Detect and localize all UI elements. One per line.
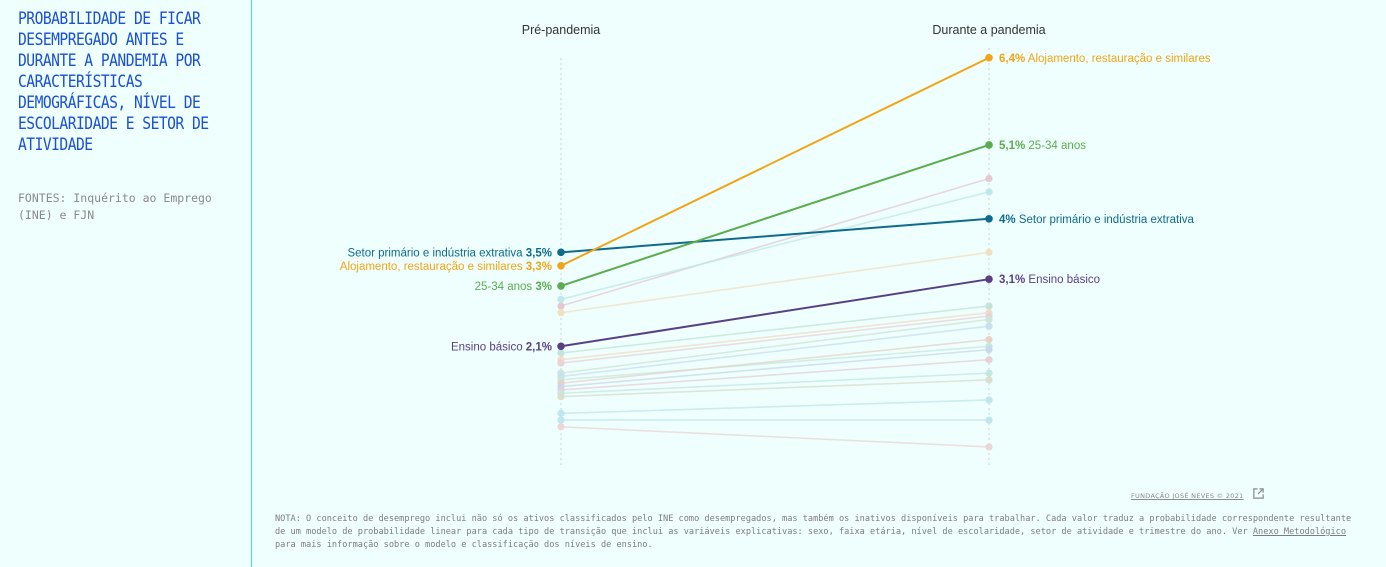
background-line-14 [560,399,990,415]
label-during-setor-primario-e-industria-extrativa: 4% Setor primário e indústria extrativa [999,214,1195,226]
point-pre-alojamento-restauracao-e-similares [557,261,565,270]
column-header-pre: Pré-pandemia [522,23,601,37]
column-guides [560,48,990,468]
background-point-during-2 [985,248,993,256]
background-point-during-7 [985,322,993,330]
series-line-25-34-anos [560,144,990,287]
background-point-during-11 [985,356,993,364]
background-point-pre-1 [557,295,565,303]
background-point-pre-2 [557,309,565,317]
point-pre-ensino-basico [557,342,565,351]
background-point-during-9 [985,335,993,344]
background-point-during-3 [985,302,993,310]
background-point-during-0 [985,174,993,183]
label-pre-alojamento-restauracao-e-similares: Alojamento, restauração e similares 3,3% [340,261,552,273]
background-line-0 [560,177,990,307]
background-line-12 [560,372,990,395]
background-point-pre-5 [557,359,565,367]
series-line-alojamento-restauracao-e-similares [560,56,990,267]
background-point-pre-15 [557,416,565,424]
point-during-ensino-basico [985,275,993,283]
background-line-5 [560,315,990,364]
series-line-setor-primario-e-industria-extrativa [560,217,990,254]
background-line-3 [560,305,990,354]
background-point-pre-16 [557,423,565,431]
background-line-13 [560,379,990,398]
background-point-during-1 [985,188,993,196]
label-pre-setor-primario-e-industria-extrativa: Setor primário e indústria extrativa 3,5… [347,247,552,259]
background-point-pre-3 [557,349,565,357]
point-during-setor-primario-e-industria-extrativa [985,214,993,223]
sidebar: PROBABILIDADE DE FICAR DESEMPREGADO ANTE… [0,0,252,567]
background-line-1 [560,191,990,301]
footnote: NOTA: O conceito de desemprego inclui nã… [275,513,1355,552]
column-header-during: Durante a pandemia [932,23,1045,37]
background-point-during-10 [985,346,993,354]
background-point-pre-14 [557,409,565,417]
label-pre-ensino-basico: Ensino básico 2,1% [451,341,552,353]
label-during-25-34-anos: 5,1% 25-34 anos [999,140,1086,152]
point-pre-25-34-anos [557,282,565,290]
background-line-6 [560,318,990,374]
point-pre-setor-primario-e-industria-extrativa [557,248,565,257]
point-during-25-34-anos [985,141,993,149]
footnote-text: NOTA: O conceito de desemprego inclui nã… [275,514,1352,537]
footnote-text-end: para mais informação sobre o modelo e cl… [275,540,653,550]
background-point-during-6 [985,315,993,324]
methodology-link[interactable]: Anexo Metodológico [1252,527,1347,537]
background-point-during-12 [985,369,993,377]
background-line-10 [560,348,990,388]
background-line-7 [560,325,990,378]
point-during-alojamento-restauracao-e-similares [985,53,993,62]
background-line-8 [560,345,990,381]
sources-text: FONTES: Inquérito ao Emprego (INE) e FJN [18,191,212,222]
background-line-2 [560,251,990,314]
highlighted-series: Setor primário e indústria extrativa 3,5… [340,53,1211,354]
background-point-during-16 [985,443,993,451]
credit-link[interactable]: FUNDAÇÃO JOSÉ NEVES © 2021 [1131,492,1244,500]
background-point-during-13 [985,376,993,384]
background-point-pre-0 [557,302,565,310]
background-line-16 [560,426,990,448]
label-pre-25-34-anos: 25-34 anos 3% [475,281,552,293]
background-line-11 [560,358,990,391]
series-line-ensino-basico [560,278,990,348]
chart-title: PROBABILIDADE DE FICAR DESEMPREGADO ANTE… [18,9,209,155]
label-during-ensino-basico: 3,1% Ensino básico [999,274,1100,286]
external-link-icon[interactable] [1252,487,1265,500]
background-point-pre-13 [557,393,565,401]
background-point-during-14 [985,396,993,404]
background-line-9 [560,338,990,384]
background-point-during-15 [985,416,993,424]
background-line-4 [560,311,990,361]
label-during-alojamento-restauracao-e-similares: 6,4% Alojamento, restauração e similares [999,53,1211,65]
background-series [557,174,993,451]
